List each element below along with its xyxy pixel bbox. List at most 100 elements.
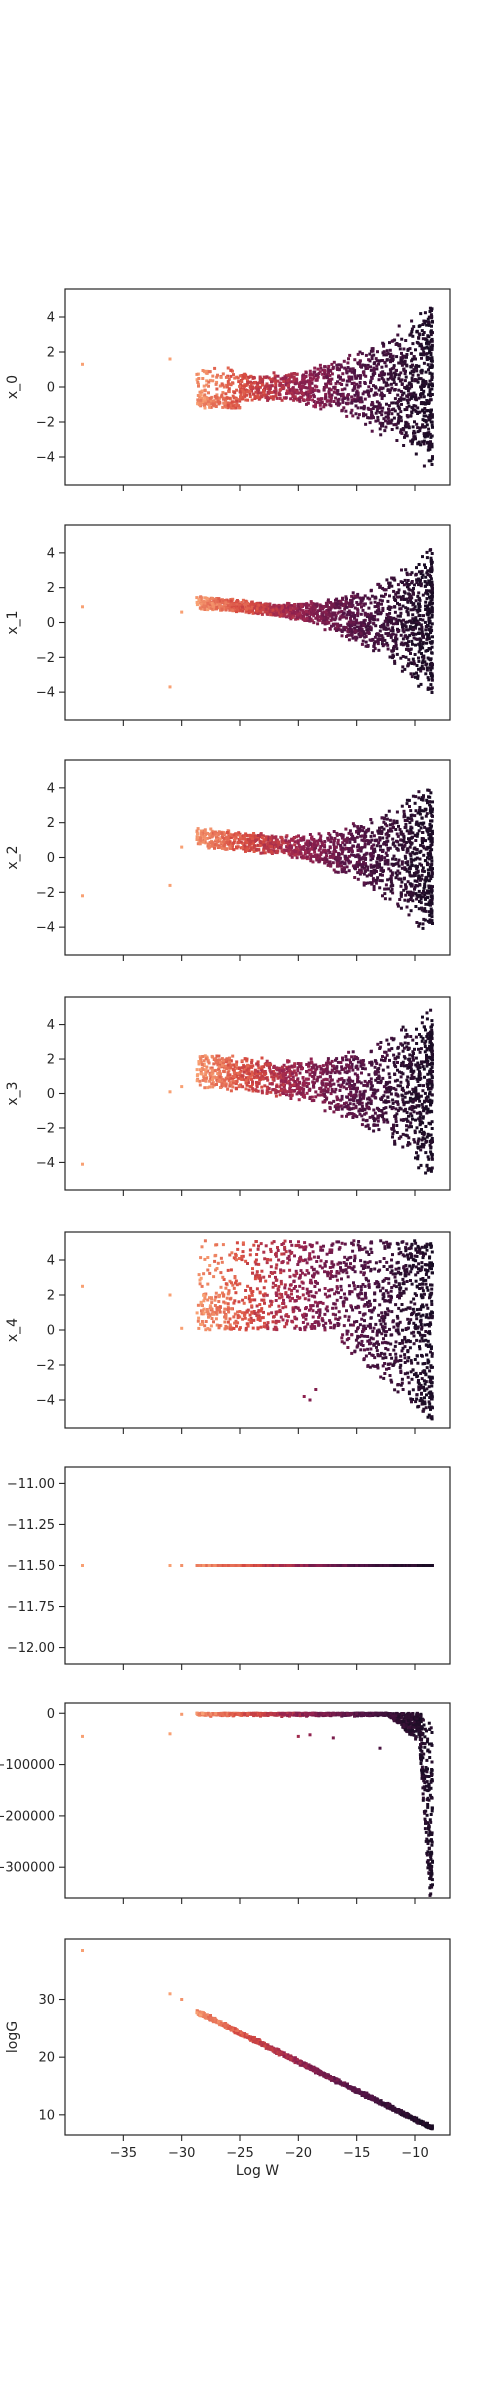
data-point bbox=[353, 1072, 357, 1076]
data-point bbox=[389, 869, 393, 873]
scatter-points bbox=[81, 788, 434, 930]
data-point bbox=[420, 356, 423, 360]
data-point bbox=[201, 401, 204, 405]
data-point bbox=[203, 832, 207, 836]
data-point bbox=[332, 868, 336, 872]
data-point bbox=[430, 848, 434, 852]
data-point bbox=[219, 375, 223, 379]
data-point bbox=[390, 1036, 394, 1040]
data-point bbox=[359, 825, 363, 828]
data-point bbox=[392, 1061, 396, 1064]
data-point bbox=[422, 414, 426, 418]
data-point bbox=[414, 839, 418, 842]
data-point bbox=[287, 614, 291, 618]
data-point bbox=[388, 897, 392, 901]
data-point bbox=[359, 846, 363, 850]
data-point bbox=[352, 630, 356, 634]
data-point bbox=[361, 639, 365, 643]
data-point bbox=[408, 898, 412, 901]
data-point bbox=[321, 372, 325, 376]
data-point bbox=[416, 610, 420, 614]
data-point bbox=[322, 388, 326, 392]
data-point bbox=[239, 608, 243, 612]
data-point bbox=[421, 418, 425, 422]
data-point bbox=[285, 1070, 289, 1074]
data-point bbox=[419, 1035, 423, 1039]
data-point bbox=[324, 403, 328, 407]
panel-0: 420−2−4x_0 bbox=[5, 288, 451, 491]
data-point bbox=[299, 602, 303, 606]
data-point bbox=[195, 600, 199, 604]
data-point bbox=[305, 392, 309, 396]
data-point bbox=[376, 829, 380, 833]
data-point bbox=[392, 862, 396, 866]
data-point bbox=[318, 609, 322, 612]
data-point bbox=[346, 366, 350, 369]
data-point bbox=[394, 401, 398, 405]
data-point bbox=[426, 634, 430, 638]
data-point bbox=[316, 397, 320, 401]
data-point bbox=[335, 626, 339, 630]
data-point bbox=[332, 603, 336, 607]
data-point bbox=[422, 464, 426, 468]
data-point bbox=[201, 369, 205, 372]
data-point bbox=[417, 650, 421, 654]
data-point bbox=[360, 838, 364, 842]
data-point bbox=[405, 620, 409, 624]
data-point bbox=[378, 410, 382, 414]
data-point bbox=[342, 615, 346, 619]
data-point bbox=[359, 857, 363, 861]
data-point bbox=[346, 361, 350, 365]
data-point bbox=[291, 1075, 295, 1079]
data-point bbox=[411, 642, 414, 646]
data-point bbox=[421, 632, 425, 636]
data-point bbox=[332, 841, 336, 845]
data-point bbox=[391, 825, 395, 829]
data-point bbox=[403, 854, 407, 858]
data-point bbox=[316, 613, 319, 617]
data-point bbox=[346, 622, 350, 626]
data-point bbox=[224, 608, 228, 612]
data-point bbox=[364, 864, 368, 868]
data-point bbox=[422, 821, 426, 825]
data-point bbox=[298, 398, 301, 402]
data-point bbox=[291, 386, 295, 390]
data-point bbox=[328, 855, 332, 859]
data-point bbox=[287, 1065, 291, 1069]
data-point bbox=[248, 385, 252, 389]
data-point bbox=[267, 384, 271, 388]
data-point bbox=[401, 604, 405, 608]
data-point bbox=[380, 623, 384, 627]
data-point bbox=[352, 387, 356, 391]
data-point bbox=[309, 1068, 313, 1072]
data-point bbox=[387, 419, 391, 423]
data-point bbox=[206, 398, 210, 401]
data-point bbox=[414, 1097, 418, 1101]
data-point bbox=[391, 1132, 395, 1136]
data-point bbox=[392, 645, 396, 648]
data-point bbox=[373, 385, 377, 389]
data-point bbox=[330, 372, 334, 376]
data-point bbox=[382, 353, 386, 357]
data-point bbox=[410, 863, 414, 867]
data-point bbox=[206, 844, 210, 848]
data-point bbox=[318, 615, 322, 619]
data-point bbox=[314, 616, 318, 620]
data-point bbox=[323, 618, 326, 622]
data-point bbox=[226, 382, 230, 386]
data-point bbox=[362, 602, 366, 606]
data-point bbox=[355, 1073, 359, 1077]
data-point bbox=[301, 836, 304, 840]
data-point bbox=[372, 405, 376, 409]
data-point bbox=[391, 656, 394, 660]
data-point bbox=[350, 377, 354, 381]
data-point bbox=[347, 357, 350, 361]
data-point bbox=[328, 403, 332, 407]
data-point bbox=[273, 374, 277, 378]
data-point bbox=[365, 839, 369, 842]
data-point bbox=[421, 926, 425, 930]
data-point bbox=[285, 845, 289, 849]
data-point bbox=[429, 440, 432, 444]
data-point bbox=[414, 857, 418, 861]
data-point bbox=[356, 391, 360, 395]
